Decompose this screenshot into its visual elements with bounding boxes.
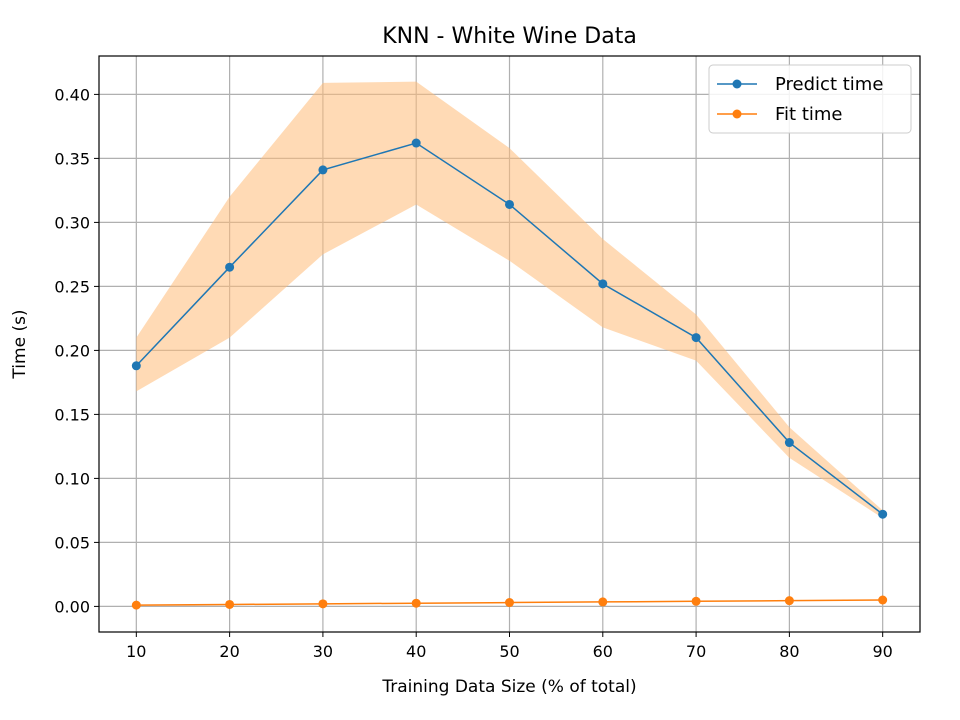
data-point (411, 598, 421, 608)
legend-box (708, 64, 912, 134)
legend-swatch-marker (732, 109, 742, 119)
x-tick-label: 10 (126, 642, 146, 661)
x-tick-label: 90 (873, 642, 893, 661)
series-band (136, 81, 883, 519)
x-tick-label: 60 (593, 642, 613, 661)
legend-swatch-marker (732, 79, 742, 89)
data-point (411, 138, 421, 148)
y-axis-label: Time (s) (10, 309, 30, 379)
legend-label: Predict time (775, 74, 883, 95)
data-point (878, 509, 888, 519)
data-point (318, 599, 328, 609)
y-tick-label: 0.30 (54, 213, 90, 232)
y-tick-label: 0.10 (54, 469, 90, 488)
series-lines (131, 138, 888, 610)
x-tick-label: 50 (499, 642, 519, 661)
confidence-band (136, 81, 883, 519)
data-point (505, 199, 514, 209)
y-tick-label: 0.40 (54, 85, 90, 104)
y-tick-label: 0.20 (54, 341, 90, 360)
data-point (318, 165, 328, 175)
data-point (878, 595, 888, 605)
x-tick-label: 80 (779, 642, 799, 661)
x-tick-label: 30 (313, 642, 333, 661)
x-tick-label: 20 (219, 642, 239, 661)
x-axis-label: Training Data Size (% of total) (381, 677, 636, 697)
legend: Predict time Fit time (708, 64, 912, 134)
y-tick-label: 0.35 (54, 149, 90, 168)
y-tick-label: 0.25 (54, 277, 90, 296)
legend-label: Fit time (775, 104, 843, 125)
data-point (225, 599, 235, 609)
data-point (598, 597, 608, 607)
data-point (784, 596, 794, 606)
y-tick-label: 0.15 (54, 405, 90, 424)
data-point (784, 438, 794, 448)
data-point (225, 262, 235, 272)
data-point (505, 598, 514, 608)
data-point (691, 333, 701, 343)
y-tick-label: 0.05 (54, 533, 90, 552)
ticks: 10 20 30 40 50 60 70 80 90 0.00 0.05 0.10 0.15 0.20 0.… (54, 85, 892, 661)
data-point (131, 361, 141, 371)
data-point (598, 279, 608, 289)
x-tick-label: 40 (406, 642, 426, 661)
grid (99, 56, 920, 632)
data-point (691, 596, 701, 606)
data-point (131, 600, 141, 610)
y-tick-label: 0.00 (54, 597, 90, 616)
x-tick-label: 70 (686, 642, 706, 661)
chart-title: KNN - White Wine Data (382, 24, 637, 49)
